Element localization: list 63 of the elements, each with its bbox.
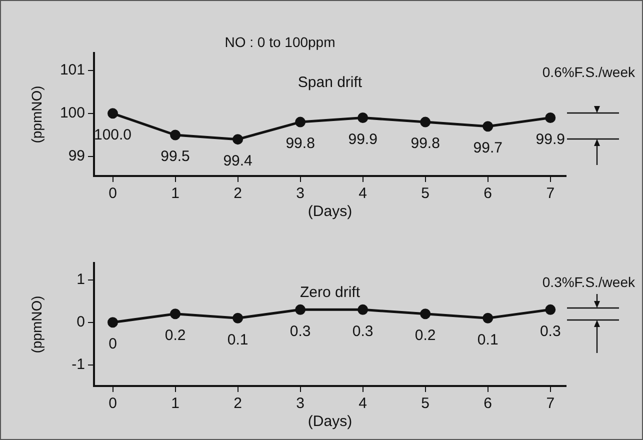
y-axis-title: (ppmNO) (28, 296, 44, 354)
data-label: 0.1 (477, 331, 498, 348)
point (358, 112, 368, 123)
x-tick-label: 1 (171, 395, 180, 412)
x-tick-label: 3 (296, 185, 304, 202)
x-tick-label: 3 (296, 395, 304, 412)
data-label: 0.1 (227, 331, 248, 348)
point (232, 312, 244, 324)
point (232, 134, 244, 145)
x-tick-label: 5 (421, 395, 430, 412)
point (358, 304, 368, 315)
y-tick-label: 101 (60, 61, 85, 78)
data-label: 99.9 (536, 130, 565, 148)
x-tick-label: 5 (421, 185, 430, 202)
x-tick-label: 0 (108, 185, 117, 202)
data-label: 0 (108, 336, 117, 353)
point (295, 116, 306, 128)
point (482, 121, 494, 132)
x-tick-label: 2 (234, 185, 242, 202)
point (170, 130, 181, 140)
y-axis-title: (ppmNO) (28, 86, 44, 144)
annotation: 0.3%F.S./week (542, 274, 636, 290)
point (108, 317, 118, 328)
point (295, 304, 306, 315)
y-tick-label: -1 (72, 356, 85, 373)
annotation: 0.6%F.S./week (542, 64, 636, 80)
x-tick-label: 7 (546, 185, 555, 202)
data-label: 0.3 (540, 322, 561, 340)
y-tick-label: 100 (60, 104, 85, 122)
data-label: 0.2 (164, 327, 186, 344)
data-label: 0.3 (290, 322, 311, 340)
x-axis-title: (Days) (308, 413, 352, 430)
point (108, 108, 118, 119)
data-label: 99.9 (348, 130, 378, 148)
y-tick-label: 0 (76, 314, 85, 331)
data-label: 0.3 (352, 322, 374, 340)
x-tick-label: 6 (484, 185, 492, 202)
x-tick-label: 0 (108, 395, 117, 412)
data-label: 99.5 (160, 148, 190, 166)
data-label: 0.2 (414, 327, 436, 344)
y-tick-label: 99 (68, 148, 85, 165)
text: NO : 0 to 100ppm (224, 34, 336, 50)
x-tick-label: 2 (234, 395, 242, 412)
point (545, 112, 556, 123)
point (420, 308, 431, 320)
data-label: 100.0 (94, 126, 132, 144)
data-label: 99.8 (410, 135, 440, 152)
point (420, 116, 431, 128)
x-tick-label: 7 (546, 395, 555, 412)
point (170, 308, 181, 320)
x-tick-label: 4 (358, 185, 367, 202)
x-tick-label: 1 (171, 185, 180, 202)
data-label: 99.7 (473, 140, 502, 157)
text: Zero drift (300, 284, 361, 302)
x-axis-title: (Days) (308, 203, 352, 220)
text: Span drift (298, 74, 363, 92)
data-label: 99.8 (286, 135, 315, 152)
point (545, 304, 556, 315)
x-tick-label: 4 (358, 395, 367, 412)
data-label: 99.4 (223, 152, 252, 170)
y-tick-label: 1 (76, 271, 85, 288)
x-tick-label: 6 (484, 395, 492, 412)
point (482, 312, 494, 324)
